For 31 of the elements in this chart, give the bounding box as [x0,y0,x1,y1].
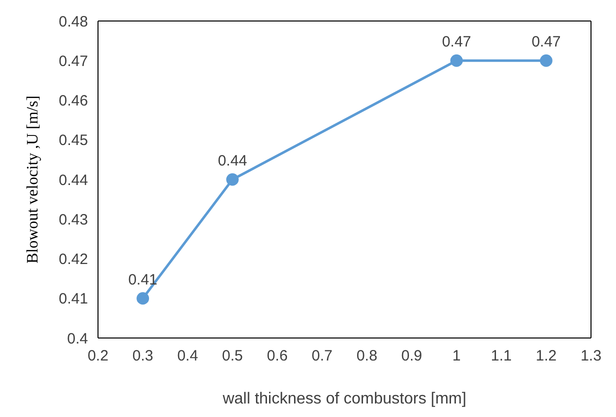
data-label: 0.44 [218,152,248,170]
x-tick-label: 1 [452,348,461,365]
x-tick-label: 0.9 [401,348,422,365]
y-tick-label: 0.45 [58,132,88,150]
x-tick-label: 1.3 [580,348,602,365]
y-tick-label: 0.44 [58,172,88,189]
point [136,292,150,305]
data-label: 0.47 [532,34,561,51]
x-tick-label: 0.5 [222,348,243,365]
y-tick-label: 0.48 [58,13,88,30]
x-tick-label: 1.1 [490,348,512,365]
x-tick-label: 0.7 [312,348,333,365]
point [540,54,552,67]
point [450,54,463,67]
x-tick-label: 0.8 [356,348,378,365]
y-tick-label: 0.4 [67,330,88,348]
x-tick-label: 0.6 [266,348,288,365]
data-label: 0.41 [128,271,158,288]
x-tick-label: 0.3 [132,348,154,365]
y-tick-label: 0.47 [58,52,88,70]
y-tick-label: 0.46 [58,92,88,110]
point [226,173,239,186]
x-tick-label: 0.4 [177,348,198,365]
x-tick-label: 1.2 [536,348,557,365]
data-label: 0.47 [442,34,472,51]
x-tick-label: 0.2 [88,348,108,365]
y-axis-title: Blowout velocity ,U [m/s] [24,96,42,264]
x-axis-title: wall thickness of combustors [mm] [222,390,466,408]
y-tick-label: 0.43 [58,211,88,228]
y-tick-label: 0.41 [58,290,88,308]
y-tick-label: 0.42 [58,251,88,268]
